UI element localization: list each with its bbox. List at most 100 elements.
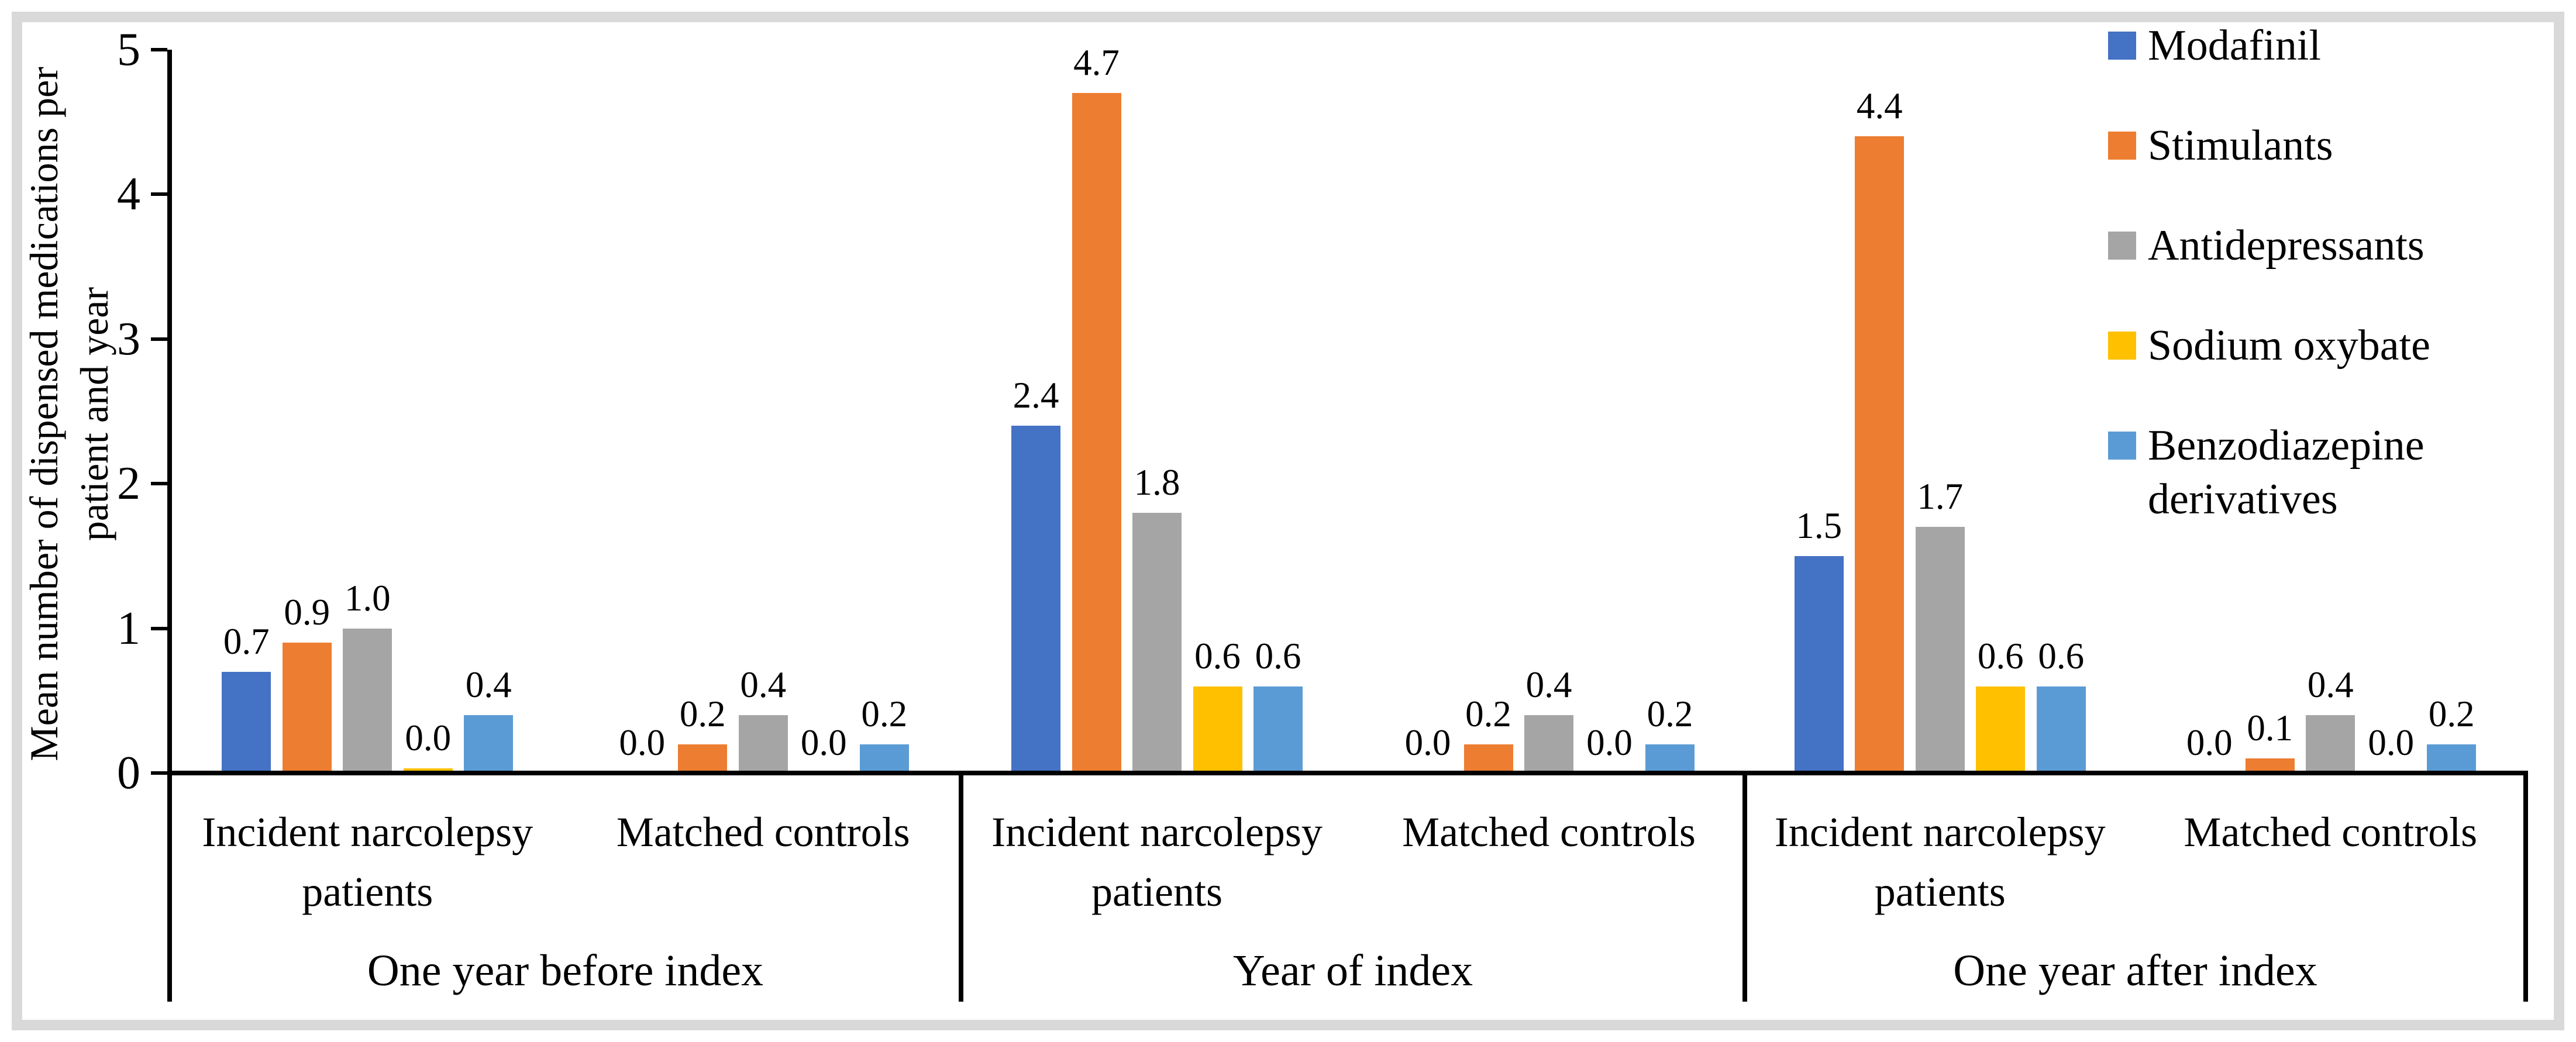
bar-value-label: 0.4 xyxy=(465,664,512,705)
y-axis-tick xyxy=(151,626,167,630)
bar-antidepressants xyxy=(738,715,788,773)
bar-value-label: 0.0 xyxy=(405,717,452,758)
legend-label-stimulants: Stimulants xyxy=(2148,119,2333,172)
bar-stimulants xyxy=(282,643,332,773)
y-axis-tick xyxy=(151,48,167,51)
bar-modafinil xyxy=(1794,556,1844,773)
bar-stimulants xyxy=(678,744,728,773)
bar-value-label: 0.7 xyxy=(223,621,270,662)
bar-benzodiazepine-derivatives xyxy=(1645,744,1695,773)
bar-antidepressants xyxy=(1132,513,1182,773)
legend-label-antidepressants: Antidepressants xyxy=(2148,219,2425,272)
x-axis-line xyxy=(170,771,2526,775)
bar-value-label: 0.2 xyxy=(861,693,908,734)
bar-value-label: 0.2 xyxy=(1465,693,1511,734)
bar-sodium-oxybate xyxy=(1976,686,2026,773)
bar-antidepressants xyxy=(1915,527,1965,773)
y-axis-tick xyxy=(151,482,167,486)
bar-value-label: 0.4 xyxy=(2307,664,2354,705)
legend-swatch-antidepressants xyxy=(2108,232,2136,260)
group-label: One year after index xyxy=(1953,946,2317,995)
category-label: patients xyxy=(1874,868,2006,915)
bar-value-label: 1.7 xyxy=(1917,476,1964,517)
bar-antidepressants xyxy=(1524,715,1573,773)
bar-value-label: 4.7 xyxy=(1073,42,1120,83)
legend-label-line: Sodium oxybate xyxy=(2148,322,2431,370)
bar-modafinil xyxy=(1011,426,1060,773)
bar-value-label: 2.4 xyxy=(1013,375,1059,416)
category-label: Matched controls xyxy=(616,809,910,855)
bar-value-label: 0.2 xyxy=(679,693,726,734)
y-axis-tick-label: 5 xyxy=(117,24,140,75)
bar-stimulants xyxy=(1072,93,1121,773)
bar-benzodiazepine-derivatives xyxy=(859,744,909,773)
group-label: One year before index xyxy=(367,946,764,995)
legend-label-line: Modafinil xyxy=(2148,22,2321,70)
legend-label-line: Stimulants xyxy=(2148,122,2333,170)
category-separator-line xyxy=(1742,771,1747,1002)
bar-value-label: 0.0 xyxy=(2186,722,2233,763)
bar-stimulants xyxy=(1463,744,1513,773)
bar-benzodiazepine-derivatives xyxy=(2036,686,2086,773)
bar-value-label: 1.5 xyxy=(1796,505,1843,546)
bar-value-label: 1.8 xyxy=(1134,462,1180,503)
bar-value-label: 0.6 xyxy=(1255,636,1301,677)
bar-benzodiazepine-derivatives xyxy=(2427,744,2477,773)
y-axis-tick xyxy=(151,771,167,775)
y-axis-tick-label: 2 xyxy=(117,458,140,510)
bar-value-label: 0.6 xyxy=(1194,636,1241,677)
legend-swatch-modafinil xyxy=(2108,32,2136,60)
category-label: patients xyxy=(302,868,433,915)
y-axis-tick-label: 1 xyxy=(117,602,140,654)
y-axis-tick xyxy=(151,192,167,196)
category-label: patients xyxy=(1091,868,1222,915)
bar-value-label: 0.2 xyxy=(1647,693,1693,734)
legend-swatch-benzodiazepine-derivatives xyxy=(2108,432,2136,460)
legend-label-line: Antidepressants xyxy=(2148,222,2425,270)
bar-value-label: 0.0 xyxy=(2368,722,2415,763)
bar-value-label: 0.6 xyxy=(1977,636,2024,677)
group-label: Year of index xyxy=(1232,946,1473,995)
bar-stimulants xyxy=(1855,136,1905,773)
bar-modafinil xyxy=(222,672,271,773)
bar-benzodiazepine-derivatives xyxy=(464,715,514,773)
legend-label-line: derivatives xyxy=(2148,475,2338,523)
y-axis-title-line1: Mean number of dispensed medications per xyxy=(22,67,66,761)
bar-value-label: 4.4 xyxy=(1856,85,1903,126)
category-label: Matched controls xyxy=(2184,809,2478,855)
category-separator-line xyxy=(959,771,963,1002)
bar-antidepressants xyxy=(2306,715,2355,773)
bar-value-label: 0.0 xyxy=(1404,722,1451,763)
bar-value-label: 0.0 xyxy=(800,722,847,763)
legend-swatch-stimulants xyxy=(2108,132,2136,160)
category-label: Incident narcolepsy xyxy=(202,809,533,855)
bar-value-label: 0.2 xyxy=(2428,693,2475,734)
category-label: Incident narcolepsy xyxy=(1774,809,2106,855)
legend-label-modafinil: Modafinil xyxy=(2148,19,2321,73)
category-label: Incident narcolepsy xyxy=(991,809,1323,855)
bar-antidepressants xyxy=(343,629,392,773)
y-axis-tick-label: 0 xyxy=(117,747,140,799)
bar-benzodiazepine-derivatives xyxy=(1253,686,1303,773)
bar-value-label: 0.0 xyxy=(619,722,666,763)
legend-label-sodium-oxybate: Sodium oxybate xyxy=(2148,319,2430,372)
bar-stimulants xyxy=(2245,758,2295,773)
y-axis-tick xyxy=(151,337,167,341)
bar-value-label: 0.9 xyxy=(284,592,330,633)
bar-value-label: 0.6 xyxy=(2038,636,2085,677)
bar-value-label: 1.0 xyxy=(344,578,391,619)
bar-value-label: 0.4 xyxy=(740,664,787,705)
bar-value-label: 0.0 xyxy=(1586,722,1633,763)
bar-value-label: 0.1 xyxy=(2247,708,2293,748)
y-axis-line xyxy=(167,50,172,1002)
legend-label-benzodiazepine-derivatives: Benzodiazepine derivatives xyxy=(2148,419,2425,526)
category-separator-line xyxy=(2523,771,2528,1002)
bar-value-label: 0.4 xyxy=(1525,664,1572,705)
legend-swatch-sodium-oxybate xyxy=(2108,332,2136,360)
y-axis-tick-label: 4 xyxy=(117,168,140,220)
legend-label-line: Benzodiazepine xyxy=(2148,422,2425,470)
bar-sodium-oxybate xyxy=(1193,686,1242,773)
category-label: Matched controls xyxy=(1402,809,1696,855)
y-axis-tick-label: 3 xyxy=(117,313,140,365)
